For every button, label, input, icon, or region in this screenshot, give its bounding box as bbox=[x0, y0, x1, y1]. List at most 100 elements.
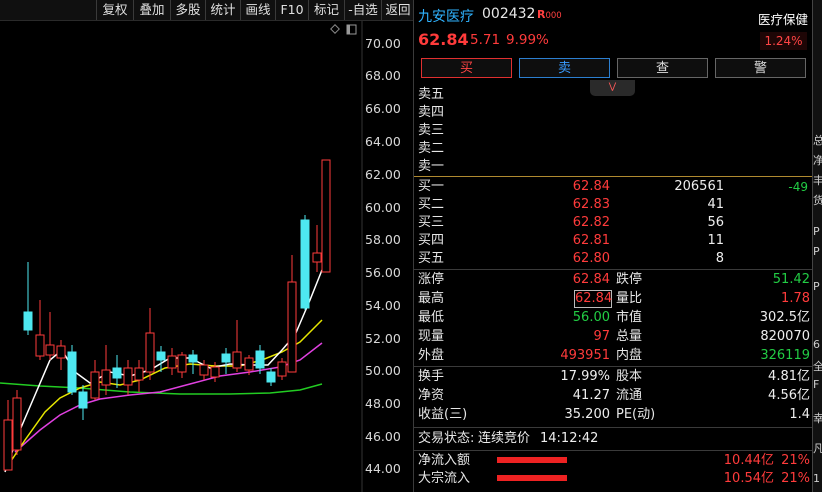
turnover-label: 换手 bbox=[418, 369, 445, 384]
eps-label: 收益(三) bbox=[418, 407, 468, 422]
outer-volume-value: 493951 bbox=[560, 348, 610, 363]
ask-level-label: 卖三 bbox=[418, 123, 445, 138]
trading-status-label: 交易状态: bbox=[418, 431, 475, 446]
candlestick bbox=[177, 352, 187, 378]
price-tick: 66.00 bbox=[365, 101, 401, 116]
candlestick bbox=[45, 312, 55, 360]
kline-chart[interactable]: 70.00 68.00 66.00 64.00 62.00 60.00 58.0… bbox=[0, 21, 413, 492]
candlestick bbox=[312, 225, 322, 272]
toolbar-remove-watchlist-button[interactable]: -自选 bbox=[344, 0, 381, 20]
inner-volume-value: 326119 bbox=[760, 348, 810, 363]
outer-volume-label: 外盘 bbox=[418, 348, 445, 363]
share-capital-value: 4.81亿 bbox=[768, 369, 810, 384]
section-divider bbox=[414, 366, 812, 367]
candlestick bbox=[188, 350, 198, 374]
low-label: 最低 bbox=[418, 310, 445, 325]
bid-price[interactable]: 62.84 bbox=[572, 179, 610, 194]
strip-char: 货 bbox=[813, 192, 822, 208]
total-volume-label: 总量 bbox=[616, 329, 643, 344]
volume-ratio-value: 1.78 bbox=[781, 291, 810, 306]
stock-name[interactable]: 九安医疗 bbox=[418, 9, 474, 25]
candlestick bbox=[78, 385, 88, 420]
bid-volume: 206561 bbox=[674, 179, 724, 194]
toolbar-fuquan-button[interactable]: 复权 bbox=[96, 0, 133, 20]
low-value: 56.00 bbox=[572, 310, 610, 325]
price-tick: 62.00 bbox=[365, 167, 401, 182]
section-divider bbox=[414, 427, 812, 428]
strip-char: P bbox=[813, 280, 820, 293]
block-inflow-label: 大宗流入 bbox=[418, 471, 471, 486]
bid-level-label: 买五 bbox=[418, 251, 445, 266]
buy-button[interactable]: 买 bbox=[421, 58, 512, 78]
candlestick bbox=[35, 300, 45, 360]
current-volume-label: 现量 bbox=[418, 329, 445, 344]
float-shares-label: 流通 bbox=[616, 388, 643, 403]
strip-char: 丰 bbox=[813, 172, 822, 188]
candlestick bbox=[210, 362, 220, 382]
query-button[interactable]: 查 bbox=[617, 58, 708, 78]
alert-button[interactable]: 警 bbox=[715, 58, 806, 78]
bid-price[interactable]: 62.83 bbox=[572, 197, 610, 212]
trading-status-time: 14:12:42 bbox=[540, 431, 599, 446]
strip-char: 凡 bbox=[813, 440, 822, 456]
sector-name[interactable]: 医疗保健 bbox=[758, 12, 809, 27]
section-divider bbox=[414, 269, 812, 270]
bid-level-label: 买二 bbox=[418, 197, 445, 212]
net-assets-value: 41.27 bbox=[572, 388, 610, 403]
candlestick bbox=[266, 368, 276, 386]
candlestick bbox=[145, 308, 155, 380]
candlestick bbox=[134, 360, 144, 392]
turnover-value: 17.99% bbox=[560, 369, 610, 384]
quote-panel bbox=[413, 0, 813, 492]
toolbar-mark-button[interactable]: 标记 bbox=[308, 0, 344, 20]
stock-code: 002432 bbox=[482, 6, 536, 22]
market-cap-value: 302.5亿 bbox=[759, 310, 810, 325]
strip-char: F bbox=[813, 378, 820, 391]
ask-level-label: 卖二 bbox=[418, 141, 445, 156]
toolbar-overlay-button[interactable]: 叠加 bbox=[133, 0, 170, 20]
toolbar-statistics-button[interactable]: 统计 bbox=[205, 0, 240, 20]
bid-price[interactable]: 62.82 bbox=[572, 215, 610, 230]
price-tick: 70.00 bbox=[365, 36, 401, 51]
sell-button[interactable]: 卖 bbox=[519, 58, 610, 78]
bid-volume: 8 bbox=[715, 251, 724, 266]
candlestick bbox=[167, 348, 177, 375]
price-change: 5.71 bbox=[470, 32, 501, 48]
price-tick: 56.00 bbox=[365, 265, 401, 280]
window-icon[interactable] bbox=[346, 24, 357, 35]
limit-down-value: 51.42 bbox=[772, 272, 810, 287]
diamond-icon[interactable] bbox=[330, 24, 340, 34]
volume-ratio-label: 量比 bbox=[616, 291, 643, 306]
toolbar-multi-stock-button[interactable]: 多股 bbox=[170, 0, 205, 20]
toolbar-draw-line-button[interactable]: 画线 bbox=[240, 0, 275, 20]
bid-price[interactable]: 62.81 bbox=[572, 233, 610, 248]
bid-price[interactable]: 62.80 bbox=[572, 251, 610, 266]
candlestick bbox=[12, 390, 22, 455]
share-capital-label: 股本 bbox=[616, 369, 643, 384]
ma5-line bbox=[4, 269, 323, 473]
ma60-line bbox=[0, 382, 323, 395]
net-assets-label: 净资 bbox=[418, 388, 445, 403]
candlestick bbox=[321, 159, 331, 273]
bid-delta: -49 bbox=[788, 180, 808, 194]
price-tick: 54.00 bbox=[365, 298, 401, 313]
candlestick bbox=[123, 360, 133, 395]
collapse-chevron-icon[interactable]: ⋁ bbox=[590, 80, 635, 96]
block-inflow-percent: 21% bbox=[781, 471, 810, 486]
net-inflow-value: 10.44亿 bbox=[723, 453, 774, 468]
candlestick bbox=[300, 215, 310, 310]
price-tick: 50.00 bbox=[365, 363, 401, 378]
price-tick: 52.00 bbox=[365, 331, 401, 346]
toolbar-f10-button[interactable]: F10 bbox=[275, 0, 308, 20]
toolbar-back-button[interactable]: 返回 bbox=[381, 0, 414, 20]
price-tick: 46.00 bbox=[365, 429, 401, 444]
pe-value: 1.4 bbox=[789, 407, 810, 422]
candlestick bbox=[221, 348, 231, 374]
candlestick-series bbox=[3, 159, 331, 471]
total-volume-value: 820070 bbox=[760, 329, 810, 344]
limit-up-value: 62.84 bbox=[572, 272, 610, 287]
net-inflow-bar bbox=[497, 457, 567, 463]
last-price: 62.84 bbox=[418, 30, 469, 49]
chart-toolbar: 复权 叠加 多股 统计 画线 F10 标记 -自选 返回 bbox=[0, 0, 413, 21]
strip-char: 全 bbox=[813, 358, 822, 374]
